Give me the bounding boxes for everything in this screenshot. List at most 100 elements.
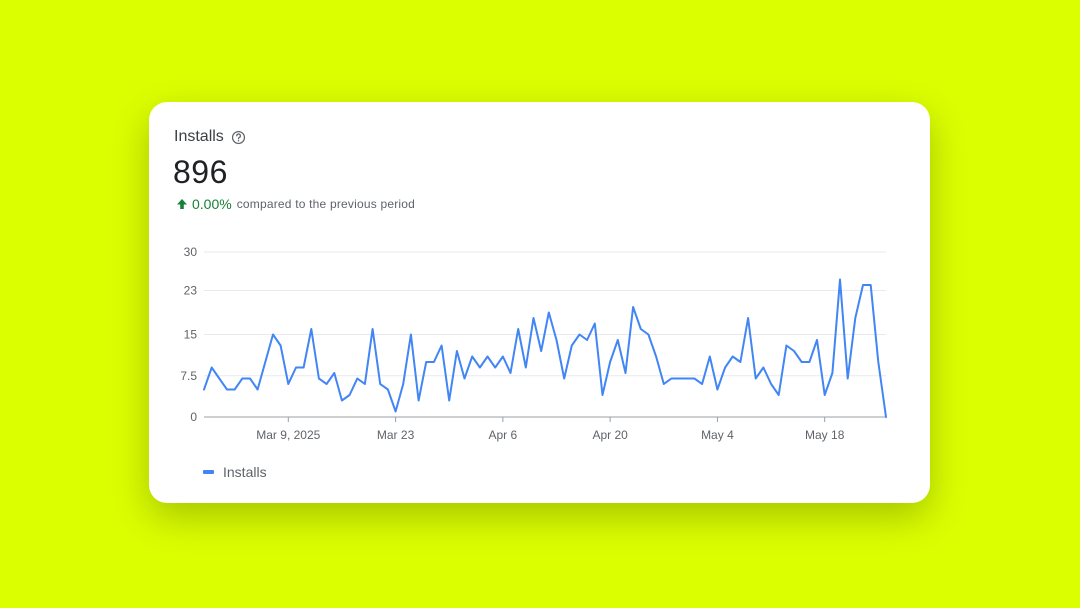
data-point bbox=[240, 377, 244, 381]
installs-card: Installs 896 0.00% compared to the previ… bbox=[149, 102, 930, 503]
x-tick-label: Mar 23 bbox=[377, 428, 415, 442]
data-point bbox=[524, 366, 528, 370]
data-point bbox=[685, 377, 689, 381]
data-point bbox=[225, 388, 229, 392]
data-point bbox=[378, 382, 382, 386]
data-point bbox=[332, 371, 336, 375]
data-point bbox=[371, 327, 375, 331]
data-point bbox=[608, 360, 612, 364]
data-point bbox=[348, 393, 352, 397]
installs-line-chart: 0 7.5 15 23 30 Mar 9, 2025 Mar 23 Apr 6 Apr 20 M… bbox=[180, 245, 887, 442]
data-point bbox=[394, 410, 398, 414]
data-point bbox=[447, 399, 451, 403]
y-tick-label: 30 bbox=[184, 245, 198, 259]
y-tick-label: 0 bbox=[190, 410, 197, 424]
installs-series-line[interactable] bbox=[203, 278, 887, 418]
y-tick-label: 15 bbox=[184, 328, 198, 342]
data-point bbox=[417, 399, 421, 403]
installs-total-value: 896 bbox=[173, 154, 228, 190]
data-point bbox=[271, 333, 275, 337]
data-point bbox=[302, 366, 306, 370]
x-tick-label: May 4 bbox=[701, 428, 734, 442]
data-point bbox=[761, 366, 765, 370]
data-point bbox=[861, 283, 865, 287]
data-point bbox=[784, 344, 788, 348]
chart-legend[interactable]: Installs bbox=[203, 464, 267, 480]
data-point bbox=[547, 311, 551, 315]
data-point bbox=[486, 355, 490, 359]
data-point bbox=[294, 366, 298, 370]
data-point bbox=[631, 305, 635, 309]
data-point bbox=[769, 382, 773, 386]
data-point bbox=[363, 382, 367, 386]
data-point bbox=[210, 366, 214, 370]
x-tick-label: Apr 20 bbox=[592, 428, 628, 442]
data-point bbox=[539, 349, 543, 353]
data-point bbox=[677, 377, 681, 381]
data-point bbox=[815, 338, 819, 342]
legend-swatch bbox=[203, 470, 214, 474]
y-tick-label: 23 bbox=[184, 284, 198, 298]
data-point bbox=[639, 327, 643, 331]
data-point bbox=[501, 355, 505, 359]
data-point bbox=[616, 338, 620, 342]
data-point bbox=[279, 344, 283, 348]
x-tick-label: May 18 bbox=[805, 428, 845, 442]
data-point bbox=[578, 333, 582, 337]
data-point bbox=[532, 316, 536, 320]
data-point bbox=[570, 344, 574, 348]
chart-gridlines bbox=[204, 251, 886, 377]
data-point bbox=[256, 388, 260, 392]
data-point bbox=[646, 333, 650, 337]
data-point bbox=[692, 377, 696, 381]
data-point bbox=[493, 366, 497, 370]
data-point bbox=[669, 377, 673, 381]
data-point bbox=[478, 366, 482, 370]
change-description: compared to the previous period bbox=[236, 197, 416, 211]
x-tick-label: Apr 6 bbox=[489, 428, 518, 442]
data-point bbox=[869, 283, 873, 287]
data-point bbox=[233, 388, 237, 392]
data-point bbox=[715, 388, 719, 392]
data-point bbox=[585, 338, 589, 342]
data-point bbox=[838, 278, 842, 282]
data-point bbox=[202, 388, 206, 392]
data-point bbox=[386, 388, 390, 392]
data-point bbox=[823, 393, 827, 397]
data-point bbox=[601, 393, 605, 397]
data-point bbox=[555, 338, 559, 342]
data-point bbox=[470, 355, 474, 359]
arrow-up-icon bbox=[176, 198, 188, 210]
data-point bbox=[325, 382, 329, 386]
data-point bbox=[807, 360, 811, 364]
data-point bbox=[355, 377, 359, 381]
data-point bbox=[516, 327, 520, 331]
data-point bbox=[754, 377, 758, 381]
data-point bbox=[263, 360, 267, 364]
data-point bbox=[731, 355, 735, 359]
data-point bbox=[217, 377, 221, 381]
data-point bbox=[440, 344, 444, 348]
data-point bbox=[723, 366, 727, 370]
data-point bbox=[777, 393, 781, 397]
data-point bbox=[248, 377, 252, 381]
data-point bbox=[654, 355, 658, 359]
data-point bbox=[624, 371, 628, 375]
data-point bbox=[830, 371, 834, 375]
data-point bbox=[309, 327, 313, 331]
help-circle-icon[interactable] bbox=[231, 130, 246, 145]
data-point bbox=[792, 349, 796, 353]
data-point bbox=[800, 360, 804, 364]
card-title: Installs bbox=[174, 128, 224, 145]
data-point bbox=[700, 382, 704, 386]
data-point bbox=[509, 371, 513, 375]
x-tick-label: Mar 9, 2025 bbox=[256, 428, 320, 442]
data-point bbox=[463, 377, 467, 381]
y-tick-label: 7.5 bbox=[180, 369, 197, 383]
data-point bbox=[853, 316, 857, 320]
data-point bbox=[340, 399, 344, 403]
legend-label: Installs bbox=[223, 464, 267, 480]
data-point bbox=[846, 377, 850, 381]
data-point bbox=[738, 360, 742, 364]
y-axis-tick-labels: 0 7.5 15 23 30 bbox=[180, 245, 197, 424]
